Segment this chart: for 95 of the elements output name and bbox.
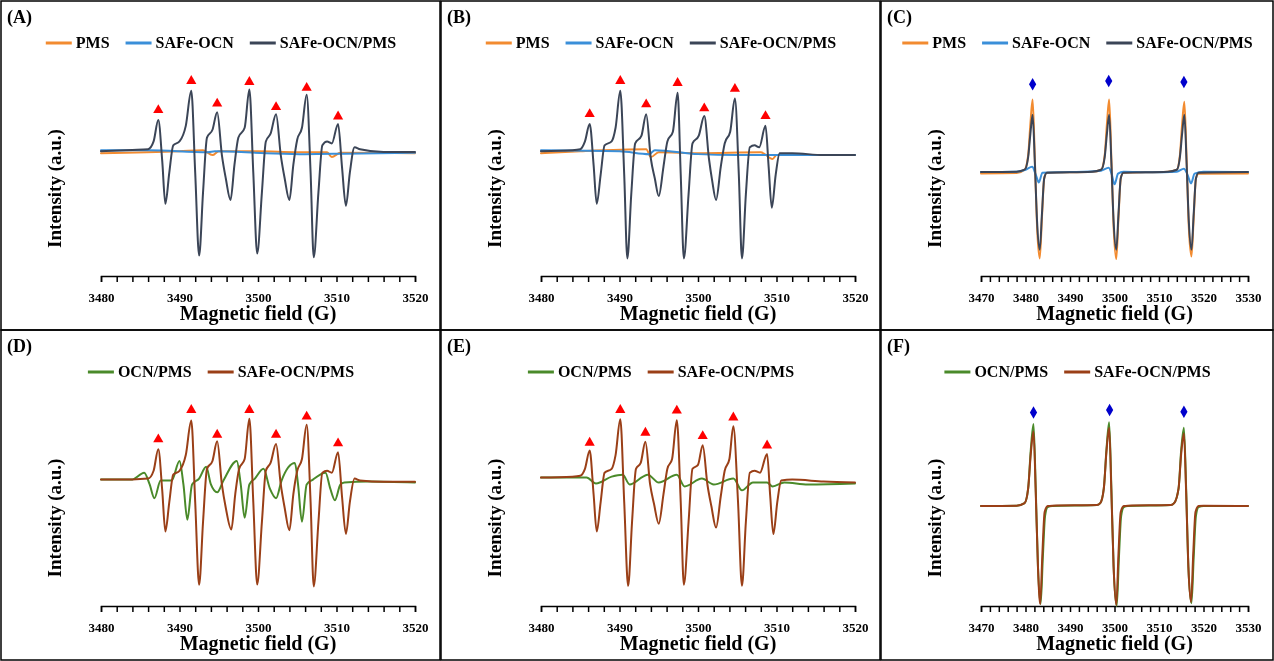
chart-title: (F) (887, 336, 910, 357)
chart-title: (E) (447, 336, 471, 357)
point (671, 404, 682, 414)
legend-label: PMS (932, 34, 967, 51)
x-tick-label: 3520 (1191, 289, 1217, 305)
point (760, 110, 771, 120)
x-tick-label: 3530 (1235, 289, 1262, 305)
x-tick-label: 3500 (685, 619, 712, 635)
chart-title: (A) (7, 7, 32, 28)
x-tick-label: 3480 (1013, 619, 1039, 635)
legend-label: SAFe-OCN/PMS (237, 363, 355, 380)
x-tick-label: 3510 (324, 619, 350, 635)
x-tick-label: 3500 (245, 619, 272, 635)
x-tick-label: 3480 (528, 289, 555, 305)
point (244, 76, 255, 85)
x-tick-label: 3520 (842, 619, 869, 635)
legend-label: SAFe-OCN/PMS (677, 363, 795, 380)
point (244, 404, 255, 413)
x-tick-label: 3520 (1191, 619, 1217, 635)
x-tick-label: 3520 (402, 619, 429, 635)
y-axis-title: Intensity (a.u.) (924, 129, 946, 248)
x-tick-label: 3480 (1013, 289, 1039, 305)
y-axis-title: Intensity (a.u.) (484, 458, 506, 578)
chart-title: (C) (887, 7, 912, 28)
x-axis-title: Magnetic field (G) (1036, 302, 1193, 325)
legend-label: SAFe-OCN (1012, 34, 1091, 51)
x-tick-label: 3510 (324, 289, 350, 305)
x-tick-label: 3500 (1102, 619, 1128, 635)
point (641, 98, 652, 108)
legend-label: SAFe-OCN (155, 34, 235, 51)
chart-title: (D) (7, 336, 32, 357)
x-tick-label: 3520 (842, 289, 869, 305)
point (153, 104, 164, 113)
point (672, 77, 683, 86)
x-tick-label: 3490 (1057, 619, 1084, 635)
x-tick-label: 3510 (1146, 289, 1173, 305)
point (332, 110, 344, 120)
x-tick-label: 3470 (968, 289, 995, 305)
x-tick-label: 3500 (245, 289, 272, 305)
legend-label: OCN/PMS (117, 363, 192, 380)
x-tick-label: 3470 (968, 619, 995, 635)
legend-label: SAFe-OCN/PMS (1094, 363, 1211, 380)
x-tick-label: 3500 (685, 289, 712, 305)
x-tick-label: 3480 (528, 619, 555, 635)
legend-label: SAFe-OCN/PMS (719, 34, 837, 51)
point (728, 411, 739, 421)
point (270, 428, 282, 438)
x-tick-label: 3530 (1235, 619, 1262, 635)
point (186, 404, 197, 413)
x-axis-title: Magnetic field (G) (619, 632, 777, 655)
point (584, 436, 595, 446)
point (186, 75, 197, 84)
legend-label: PMS (515, 34, 550, 51)
point (640, 426, 651, 436)
point (699, 102, 710, 112)
point (153, 433, 164, 443)
point (332, 437, 344, 447)
y-axis-title: Intensity (a.u.) (924, 458, 946, 578)
point (301, 410, 312, 420)
point (615, 75, 626, 84)
point (729, 82, 740, 92)
x-tick-label: 3490 (607, 289, 633, 305)
x-tick-label: 3510 (764, 619, 790, 635)
x-tick-label: 3510 (764, 289, 790, 305)
y-axis-title: Intensity (a.u.) (484, 129, 506, 248)
point (270, 101, 282, 111)
point (584, 108, 595, 118)
x-tick-label: 3490 (167, 619, 193, 635)
x-tick-label: 3490 (167, 289, 193, 305)
chart-title: (B) (447, 7, 471, 28)
x-axis-title: Magnetic field (G) (179, 632, 337, 655)
point (761, 439, 773, 449)
legend-label: OCN/PMS (557, 363, 632, 380)
x-tick-label: 3500 (1102, 289, 1128, 305)
x-axis-title: Magnetic field (G) (619, 302, 777, 325)
x-tick-label: 3520 (402, 289, 429, 305)
x-tick-label: 3480 (88, 619, 115, 635)
x-axis-title: Magnetic field (G) (179, 302, 337, 325)
y-axis-title: Intensity (a.u.) (44, 129, 66, 248)
legend-label: OCN/PMS (974, 363, 1049, 380)
legend-label: SAFe-OCN/PMS (279, 34, 397, 51)
x-tick-label: 3490 (1057, 289, 1084, 305)
point (615, 404, 626, 413)
x-tick-label: 3480 (88, 289, 115, 305)
x-tick-label: 3510 (1146, 619, 1173, 635)
y-axis-title: Intensity (a.u.) (44, 458, 66, 578)
point (697, 430, 708, 440)
x-axis-title: Magnetic field (G) (1036, 632, 1193, 655)
point (301, 81, 312, 91)
legend-label: PMS (75, 34, 110, 51)
legend-label: SAFe-OCN (595, 34, 675, 51)
point (212, 97, 223, 107)
x-tick-label: 3490 (607, 619, 633, 635)
point (212, 428, 223, 438)
legend-label: SAFe-OCN/PMS (1136, 34, 1253, 51)
